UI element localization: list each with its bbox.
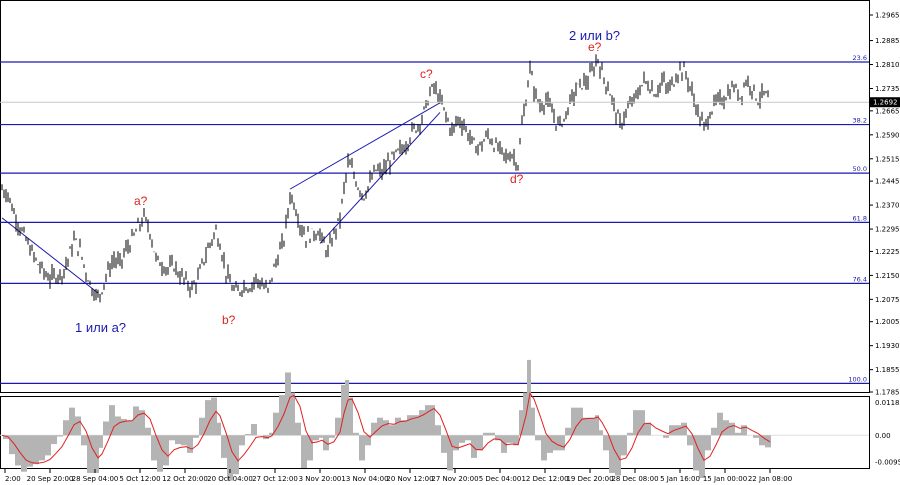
x-tick-label: 27 Nov 20:00 bbox=[431, 475, 478, 483]
wave-label: 2 или b? bbox=[569, 28, 620, 43]
y-tick-label: 1.2295 bbox=[875, 226, 900, 234]
y-tick-label: 1.2590 bbox=[875, 131, 900, 139]
x-tick-label: 20 Oct 04:00 bbox=[207, 475, 253, 483]
x-tick-label: 19 Dec 20:00 bbox=[566, 475, 613, 483]
y-tick-label: 1.1855 bbox=[875, 366, 900, 374]
fib-label-100.0: 100.0 bbox=[848, 375, 867, 383]
wave-label: a? bbox=[134, 194, 148, 208]
fib-label-61.8: 61.8 bbox=[853, 214, 867, 222]
x-tick-label: 15 Jan 00:00 bbox=[703, 475, 747, 483]
x-tick-label: 27 Oct 12:00 bbox=[252, 475, 298, 483]
trend-line-2 bbox=[289, 102, 441, 190]
x-tick-label: 22 Jan 08:00 bbox=[748, 475, 792, 483]
fib-label-76.4: 76.4 bbox=[853, 275, 867, 283]
y-tick-label: 1.2515 bbox=[875, 155, 900, 163]
macd-tick-label: 0.01183 bbox=[875, 399, 900, 407]
x-tick-label: 20 Nov 12:00 bbox=[386, 475, 433, 483]
main-panel-frame bbox=[0, 0, 870, 393]
x-tick-label: 5 Dec 04:00 bbox=[479, 475, 522, 483]
y-tick-label: 1.2885 bbox=[875, 37, 900, 45]
wave-labels: 1 или a? a? b? c? d? e?2 или b? bbox=[75, 28, 620, 335]
last-price-badge: 1.2692 bbox=[0, 97, 900, 108]
wave-label: c? bbox=[420, 67, 433, 81]
y-tick-label: 1.2225 bbox=[875, 248, 900, 256]
x-tick-label: 20 Sep 20:00 bbox=[27, 475, 74, 483]
y-tick-label: 1.2150 bbox=[875, 272, 900, 280]
wave-label: d? bbox=[510, 172, 524, 186]
x-tick-label: 5 Oct 12:00 bbox=[119, 475, 160, 483]
y-tick-label: 1.1930 bbox=[875, 342, 900, 350]
y-tick-label: 1.2445 bbox=[875, 178, 900, 186]
y-tick-label: 1.2735 bbox=[875, 85, 900, 93]
y-tick-label: 1.2810 bbox=[875, 61, 900, 69]
wave-label: b? bbox=[222, 313, 236, 327]
candles bbox=[1, 54, 769, 303]
macd-tick-label: -0.00959 bbox=[875, 459, 900, 467]
fibonacci-levels: 23.6 38.2 50.0 61.8 76.4 100.0 bbox=[0, 54, 869, 384]
x-tick-label: 13 Nov 04:00 bbox=[341, 475, 388, 483]
last-price-badge-label: 1.2692 bbox=[873, 99, 898, 107]
trend-line-3 bbox=[319, 112, 441, 244]
wave-label: 1 или a? bbox=[75, 320, 126, 335]
macd-axis: 0.01183 0.00 -0.00959 bbox=[875, 399, 900, 467]
x-tick-label: 28 Dec 08:00 bbox=[611, 475, 658, 483]
x-tick-label: 12 Dec 12:00 bbox=[521, 475, 568, 483]
x-tick-label: 28 Sep 04:00 bbox=[72, 475, 119, 483]
macd-histogram bbox=[3, 359, 771, 481]
fib-label-23.6: 23.6 bbox=[853, 54, 867, 62]
y-tick-label: 1.2665 bbox=[875, 107, 900, 115]
fib-label-38.2: 38.2 bbox=[853, 117, 867, 125]
last-price-badge-bg bbox=[870, 97, 900, 108]
fib-label-50.0: 50.0 bbox=[853, 165, 867, 173]
y-tick-label: 1.2075 bbox=[875, 296, 900, 304]
y-tick-label: 1.2965 bbox=[875, 12, 900, 20]
x-tick-label: 2:00 bbox=[5, 475, 21, 483]
x-tick-label: 12 Oct 20:00 bbox=[162, 475, 208, 483]
macd-panel-frame bbox=[0, 396, 870, 469]
macd-indicator bbox=[0, 359, 869, 481]
x-tick-label: 5 Jan 16:00 bbox=[660, 475, 700, 483]
y-tick-label: 1.2370 bbox=[875, 202, 900, 210]
x-tick-label: 3 Nov 20:00 bbox=[299, 475, 342, 483]
wave-label: e? bbox=[588, 40, 602, 54]
y-tick-label: 1.2005 bbox=[875, 318, 900, 326]
macd-signal-line bbox=[1, 392, 771, 464]
macd-tick-label: 0.00 bbox=[875, 432, 891, 440]
price-axis: 1.2965 1.2885 1.2810 1.2735 1.2665 1.2590 1.25… bbox=[869, 12, 900, 397]
y-tick-label: 1.1785 bbox=[875, 389, 900, 397]
